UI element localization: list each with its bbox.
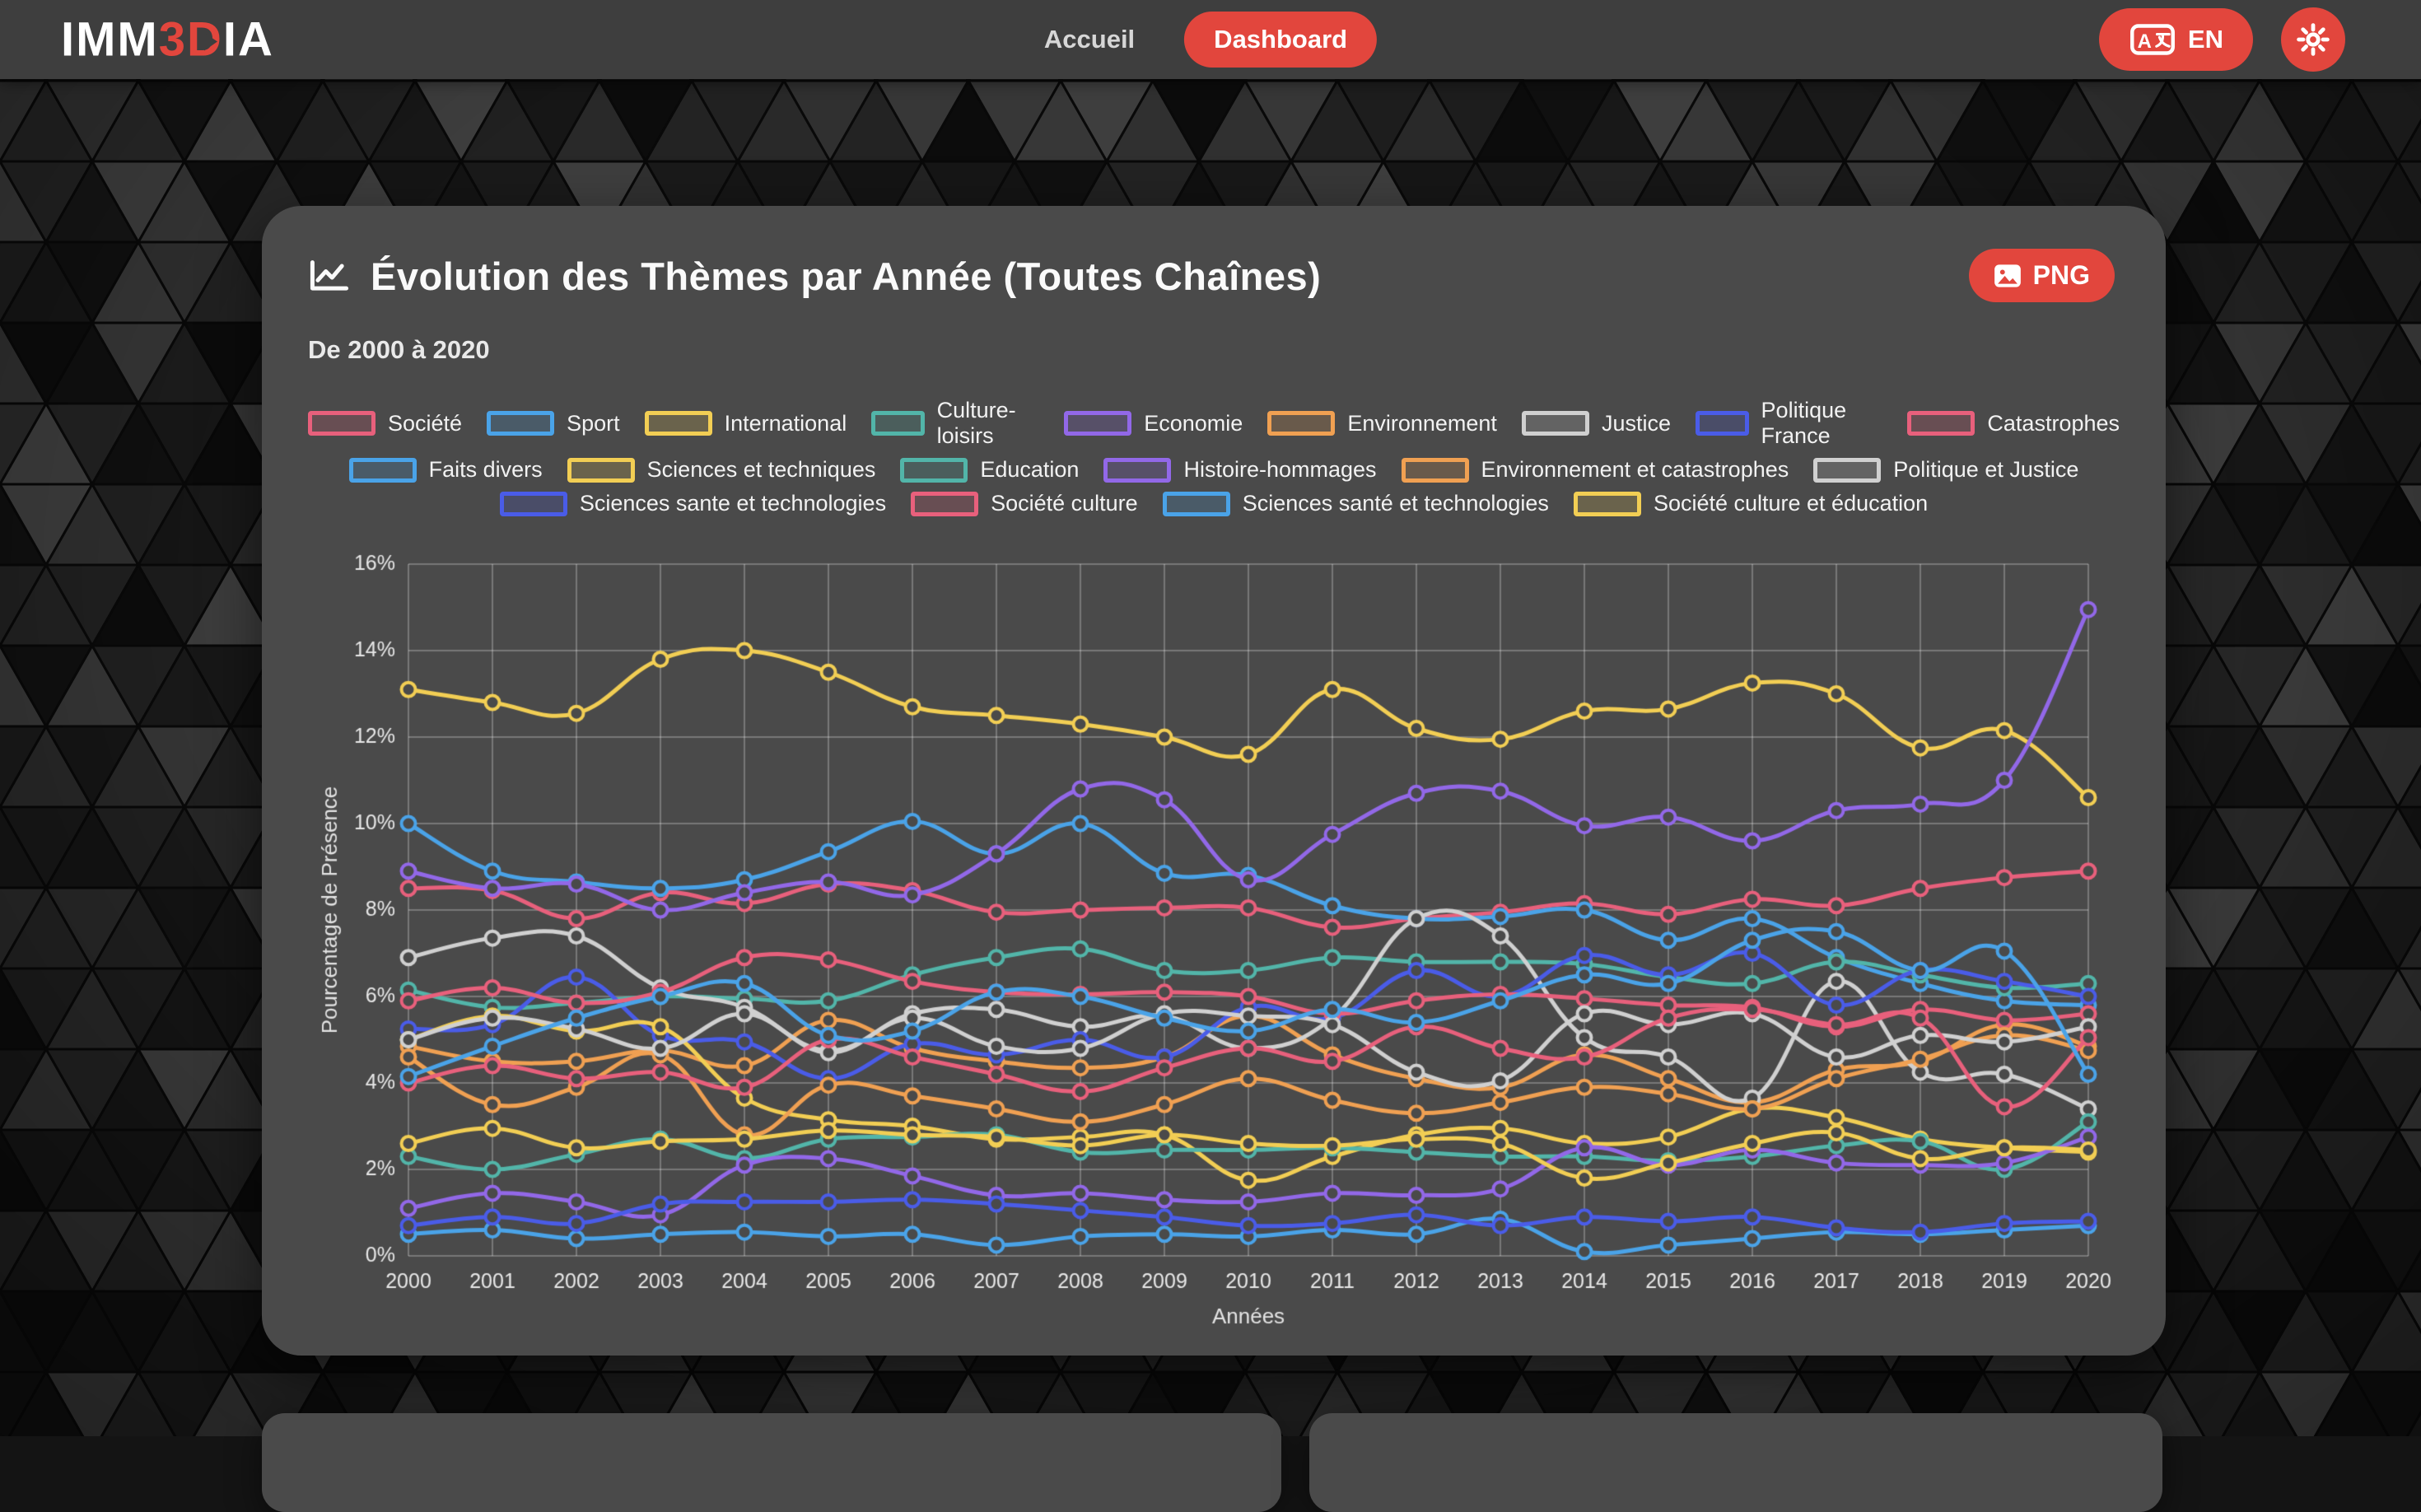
themes-line-chart[interactable] <box>308 528 2120 1335</box>
legend-item[interactable]: Histoire-hommages <box>1103 457 1376 483</box>
legend-swatch <box>1402 458 1469 483</box>
page-title: Évolution des Thèmes par Année (Toutes C… <box>371 254 1321 299</box>
legend-item[interactable]: Société <box>308 411 462 436</box>
legend-label: International <box>725 411 847 436</box>
sun-icon <box>2295 21 2331 58</box>
legend-label: Education <box>980 457 1079 483</box>
legend-label: Justice <box>1602 411 1671 436</box>
main-nav: Accueil Dashboard <box>1044 12 1377 68</box>
legend-swatch <box>1696 411 1749 436</box>
legend-swatch <box>1813 458 1881 483</box>
legend-swatch <box>1522 411 1589 436</box>
legend-item[interactable]: Environnement <box>1267 411 1497 436</box>
language-label: EN <box>2188 25 2223 54</box>
legend-item[interactable]: Environnement et catastrophes <box>1402 457 1789 483</box>
legend-label: Politique et Justice <box>1893 457 2078 483</box>
legend-swatch <box>567 458 635 483</box>
legend-label: Catastrophes <box>1987 411 2120 436</box>
legend-swatch <box>308 411 376 436</box>
legend-swatch <box>871 411 924 436</box>
legend-swatch <box>349 458 417 483</box>
legend-item[interactable]: Société culture et éducation <box>1574 491 1928 516</box>
legend-label: Politique France <box>1761 398 1883 449</box>
legend-item[interactable]: Justice <box>1522 411 1671 436</box>
legend-item[interactable]: Catastrophes <box>1907 411 2120 436</box>
date-range-subtitle: De 2000 à 2020 <box>308 335 2120 365</box>
legend-swatch <box>1064 411 1131 436</box>
legend-label: Sciences santé et technologies <box>1243 491 1549 516</box>
legend-label: Société culture et éducation <box>1654 491 1928 516</box>
logo-text-suffix: IA <box>223 13 274 67</box>
legend-label: Faits divers <box>429 457 543 483</box>
nav-item-accueil[interactable]: Accueil <box>1044 25 1135 54</box>
legend-swatch <box>1574 492 1641 516</box>
legend-label: Sciences et techniques <box>647 457 876 483</box>
legend-swatch <box>1267 411 1335 436</box>
line-chart-icon <box>308 258 351 296</box>
legend-item[interactable]: Sport <box>487 411 620 436</box>
bottom-right-card <box>1309 1413 2162 1512</box>
legend-swatch <box>900 458 968 483</box>
header-controls: A EN <box>2099 7 2345 72</box>
legend-item[interactable]: Education <box>900 457 1079 483</box>
legend-label: Environnement et catastrophes <box>1481 457 1789 483</box>
legend-swatch <box>500 492 567 516</box>
translate-icon: A <box>2129 21 2176 58</box>
legend-label: Economie <box>1144 411 1243 436</box>
chart-legend: Société Sport International Culture-loisirs… <box>308 398 2120 516</box>
legend-swatch <box>1163 492 1230 516</box>
export-area: PNG <box>1969 249 2115 302</box>
legend-item[interactable]: Sciences et techniques <box>567 457 876 483</box>
legend-swatch <box>911 492 978 516</box>
legend-item[interactable]: Faits divers <box>349 457 543 483</box>
nav-item-dashboard[interactable]: Dashboard <box>1184 12 1377 68</box>
legend-item[interactable]: Société culture <box>911 491 1138 516</box>
theme-toggle-button[interactable] <box>2281 7 2345 72</box>
legend-item[interactable]: Politique et Justice <box>1813 457 2078 483</box>
legend-swatch <box>645 411 712 436</box>
legend-swatch <box>1103 458 1171 483</box>
legend-item[interactable]: Sciences sante et technologies <box>500 491 886 516</box>
legend-label: Histoire-hommages <box>1183 457 1376 483</box>
legend-row: Faits divers Sciences et techniques Educat… <box>308 457 2120 483</box>
chart-area <box>308 528 2120 1335</box>
legend-label: Sport <box>567 411 620 436</box>
legend-label: Culture-loisirs <box>937 398 1040 449</box>
legend-item[interactable]: International <box>645 411 847 436</box>
legend-item[interactable]: Politique France <box>1696 398 1882 449</box>
legend-swatch <box>1907 411 1975 436</box>
card-header: Évolution des Thèmes par Année (Toutes C… <box>308 254 2120 299</box>
image-icon <box>1994 264 2022 288</box>
bottom-left-card <box>262 1413 1281 1512</box>
legend-item[interactable]: Sciences santé et technologies <box>1163 491 1549 516</box>
themes-evolution-card: Évolution des Thèmes par Année (Toutes C… <box>262 206 2166 1356</box>
legend-row: Société Sport International Culture-loisirs… <box>308 398 2120 449</box>
logo-text-prefix: IMM <box>61 13 159 67</box>
play-icon <box>204 33 217 51</box>
legend-label: Sciences sante et technologies <box>580 491 886 516</box>
legend-label: Société <box>388 411 462 436</box>
legend-row: Sciences sante et technologies Société cu… <box>308 491 2120 516</box>
legend-item[interactable]: Culture-loisirs <box>871 398 1039 449</box>
legend-label: Environnement <box>1347 411 1497 436</box>
legend-item[interactable]: Economie <box>1064 411 1243 436</box>
language-toggle-button[interactable]: A EN <box>2099 8 2253 71</box>
export-png-button[interactable]: PNG <box>1969 249 2115 302</box>
legend-label: Société culture <box>991 491 1138 516</box>
logo-text-accent: 3D <box>159 13 223 67</box>
svg-text:A: A <box>2138 30 2152 53</box>
export-png-label: PNG <box>2033 260 2090 291</box>
legend-swatch <box>487 411 554 436</box>
